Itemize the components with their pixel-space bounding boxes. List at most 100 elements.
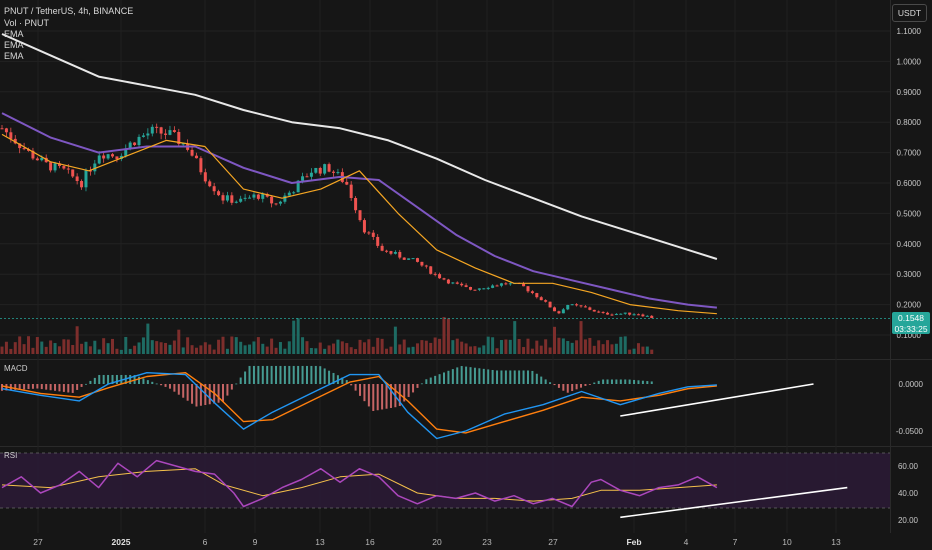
candle-body: [159, 127, 163, 134]
volume-bar: [495, 348, 499, 354]
candle-body: [548, 301, 552, 308]
volume-bar: [225, 348, 229, 354]
macd-histogram-bar: [376, 384, 379, 411]
indicator-label-ema-2[interactable]: EMA: [4, 40, 24, 50]
price-axis-tick: 0.4000: [897, 240, 922, 249]
candle-body: [261, 194, 265, 199]
macd-line: [1, 372, 717, 440]
candle-body: [601, 311, 605, 313]
candle-body: [411, 258, 415, 260]
candle-body: [225, 195, 229, 201]
volume-bar: [80, 343, 84, 354]
time-axis-tick: 27: [33, 537, 43, 547]
macd-histogram-bar: [526, 370, 529, 384]
rsi-axis-tick: 20.00: [898, 516, 919, 525]
volume-bar: [407, 347, 411, 354]
volume-bar: [415, 343, 419, 354]
volume-bar: [62, 339, 66, 354]
indicator-label-ema-3[interactable]: EMA: [4, 51, 24, 61]
candle-body: [526, 286, 530, 292]
volume-bar: [358, 339, 362, 354]
candle-body: [239, 198, 243, 202]
macd-histogram-bar: [155, 383, 158, 385]
macd-histogram-bar: [107, 374, 110, 384]
volume-bar: [203, 342, 207, 354]
macd-histogram-bar: [381, 384, 384, 410]
macd-histogram-bar: [310, 365, 313, 384]
candle-body: [362, 220, 366, 233]
candle-body: [349, 184, 353, 199]
macd-histogram-bar: [341, 377, 344, 384]
candle-body: [561, 309, 565, 314]
volume-bar: [508, 339, 512, 354]
volume-bar: [380, 338, 384, 354]
volume-bar: [221, 336, 225, 354]
macd-histogram-bar: [297, 365, 300, 384]
macd-histogram-bar: [1, 384, 3, 391]
macd-histogram-bar: [168, 384, 171, 389]
candle-body: [71, 169, 75, 177]
time-axis-tick: 10: [782, 537, 792, 547]
macd-histogram-bar: [588, 384, 591, 385]
macd-histogram-bar: [199, 384, 202, 406]
macd-histogram-bar: [540, 376, 543, 384]
volume-bar: [636, 343, 640, 354]
rsi-pane-label[interactable]: RSI: [4, 451, 18, 460]
candle-body: [177, 131, 181, 144]
volume-bar: [168, 344, 172, 354]
macd-histogram-bar: [496, 370, 499, 384]
candle-body: [446, 279, 450, 284]
time-axis-tick: 16: [365, 537, 375, 547]
candle-body: [367, 232, 371, 234]
macd-histogram-bar: [593, 382, 596, 384]
macd-histogram-bar: [98, 374, 101, 384]
candle-body: [141, 135, 145, 137]
macd-pane-label[interactable]: MACD: [4, 364, 28, 373]
volume-bar: [632, 348, 636, 354]
volume-bar: [442, 317, 446, 354]
volume-bar: [239, 341, 243, 354]
candle-body: [623, 312, 627, 314]
currency-button[interactable]: USDT: [892, 4, 927, 22]
volume-bar: [194, 347, 198, 354]
macd-histogram-bar: [456, 367, 459, 384]
macd-histogram-bar: [637, 380, 640, 384]
candle-body: [424, 265, 428, 267]
macd-histogram-bar: [292, 365, 295, 384]
candle-body: [9, 132, 13, 139]
volume-bar: [517, 338, 521, 354]
volume-bar: [539, 345, 543, 354]
candle-body: [398, 251, 402, 258]
candle-body: [610, 314, 614, 316]
indicator-label-ema-1[interactable]: EMA: [4, 29, 24, 39]
candle-body: [336, 172, 340, 174]
volume-bar: [367, 339, 371, 354]
volume-bar: [309, 347, 313, 354]
macd-histogram-bar: [252, 365, 255, 384]
macd-histogram-bar: [244, 371, 247, 384]
candle-body: [62, 166, 66, 169]
macd-histogram-bar: [531, 370, 534, 384]
volume-bar: [628, 349, 632, 354]
volume-bar: [522, 347, 526, 354]
candle-body: [499, 283, 503, 286]
volume-bar: [446, 318, 450, 354]
macd-histogram-bar: [465, 366, 468, 384]
volume-bar: [164, 342, 168, 354]
symbol-title[interactable]: PNUT / TetherUS, 4h, BINANCE: [4, 6, 134, 16]
macd-histogram-bar: [500, 370, 503, 384]
candle-body: [155, 126, 159, 128]
macd-histogram-bar: [451, 369, 454, 384]
candle-body: [203, 172, 207, 182]
candle-body: [597, 311, 601, 313]
volume-bar: [137, 342, 141, 354]
candle-body: [314, 167, 318, 173]
volume-bar: [566, 341, 570, 354]
indicator-label-volume[interactable]: Vol · PNUT: [4, 18, 50, 28]
macd-histogram-bar: [288, 365, 291, 384]
candle-body: [557, 311, 561, 314]
macd-histogram-bar: [646, 381, 649, 384]
candle-body: [575, 304, 579, 306]
